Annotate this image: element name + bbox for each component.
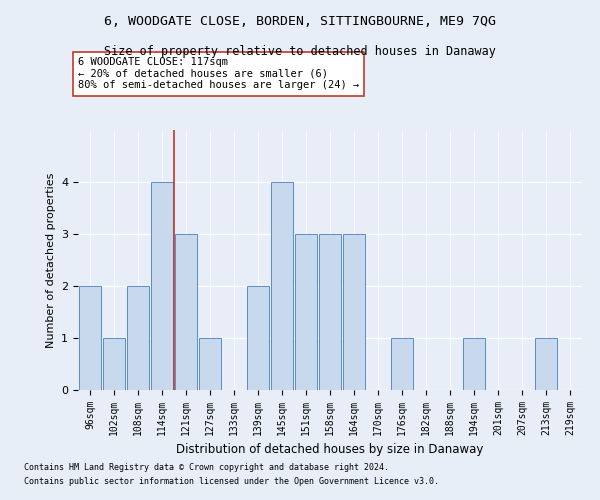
Bar — [199, 338, 221, 390]
Bar — [295, 234, 317, 390]
Text: Contains HM Land Registry data © Crown copyright and database right 2024.: Contains HM Land Registry data © Crown c… — [24, 464, 389, 472]
Text: Size of property relative to detached houses in Danaway: Size of property relative to detached ho… — [104, 45, 496, 58]
Bar — [103, 338, 125, 390]
Text: Contains public sector information licensed under the Open Government Licence v3: Contains public sector information licen… — [24, 477, 439, 486]
Text: 6, WOODGATE CLOSE, BORDEN, SITTINGBOURNE, ME9 7QG: 6, WOODGATE CLOSE, BORDEN, SITTINGBOURNE… — [104, 15, 496, 28]
Bar — [175, 234, 197, 390]
Bar — [343, 234, 365, 390]
Bar — [463, 338, 485, 390]
Text: 6 WOODGATE CLOSE: 117sqm
← 20% of detached houses are smaller (6)
80% of semi-de: 6 WOODGATE CLOSE: 117sqm ← 20% of detach… — [78, 57, 359, 90]
Y-axis label: Number of detached properties: Number of detached properties — [46, 172, 56, 348]
Bar — [79, 286, 101, 390]
Bar — [535, 338, 557, 390]
Bar — [151, 182, 173, 390]
Bar — [127, 286, 149, 390]
Bar — [319, 234, 341, 390]
Bar — [247, 286, 269, 390]
Bar — [271, 182, 293, 390]
Bar — [391, 338, 413, 390]
X-axis label: Distribution of detached houses by size in Danaway: Distribution of detached houses by size … — [176, 444, 484, 456]
